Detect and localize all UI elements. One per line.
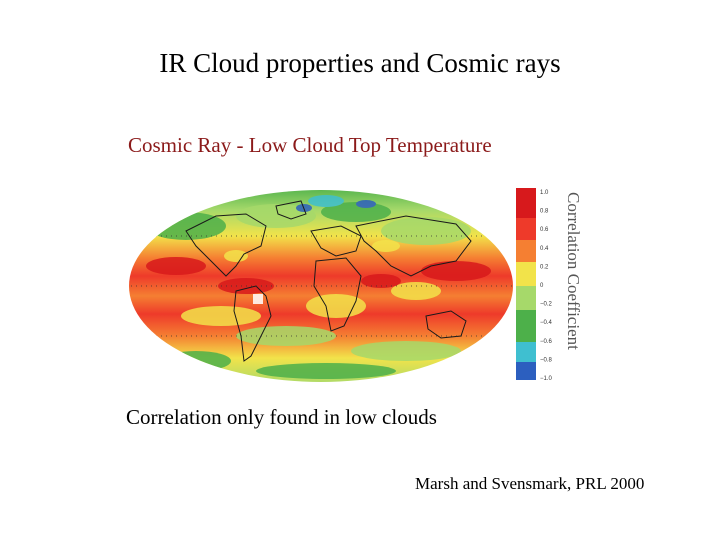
colorbar-swatch: [516, 262, 536, 286]
colorbar-swatch: [516, 240, 536, 262]
colorbar-tick-label: −0.8: [540, 357, 553, 363]
correlation-map: [126, 186, 516, 391]
colorbar-tick-label: 0: [540, 283, 544, 289]
colorbar-swatch: [516, 188, 536, 218]
citation: Marsh and Svensmark, PRL 2000: [415, 474, 645, 493]
colorbar-swatch: [516, 218, 536, 240]
colorbar-tick-label: −0.6: [540, 339, 553, 345]
colorbar-swatch: [516, 286, 536, 310]
colorbar-tick-label: 0.4: [540, 246, 549, 252]
colorbar-tick-label: 0.2: [540, 264, 549, 270]
colorbar-swatch: [516, 362, 536, 380]
colorbar: 1.0 0.8 0.6 0.4 0.2 0 −0.2 −0.4 −0.6 −0.8 −1.0: [516, 188, 560, 389]
colorbar-title: Correlation Coefficient: [560, 190, 588, 380]
colorbar-tick-label: 1.0: [540, 190, 549, 196]
colorbar-title-text: Correlation Coefficient: [564, 192, 583, 350]
colorbar-tick-label: −1.0: [540, 376, 553, 382]
slide-title: IR Cloud properties and Cosmic rays: [159, 48, 561, 78]
colorbar-tick-label: −0.4: [540, 320, 553, 326]
colorbar-swatch: [516, 342, 536, 362]
colorbar-tick-label: −0.2: [540, 302, 553, 308]
figure-subtitle: Cosmic Ray - Low Cloud Top Temperature: [128, 133, 492, 157]
colorbar-tick-label: 0.6: [540, 227, 549, 233]
colorbar-swatch: [516, 310, 536, 342]
colorbar-tick-label: 0.8: [540, 209, 549, 215]
slide-caption: Correlation only found in low clouds: [126, 405, 437, 429]
